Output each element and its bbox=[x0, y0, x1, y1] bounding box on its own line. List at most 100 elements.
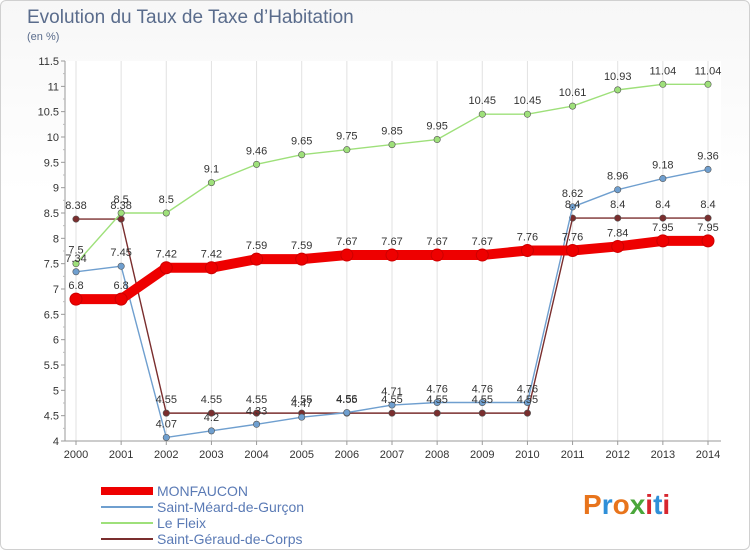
data-point bbox=[162, 433, 170, 441]
data-label: 8.4 bbox=[700, 199, 715, 211]
data-point bbox=[72, 268, 80, 276]
data-point bbox=[385, 248, 399, 262]
y-tick-label: 6.5 bbox=[44, 309, 59, 321]
data-point bbox=[117, 215, 125, 223]
data-point bbox=[430, 248, 444, 262]
data-point bbox=[117, 209, 125, 217]
legend-label: Saint-Géraud-de-Corps bbox=[157, 531, 303, 547]
data-label: 8.62 bbox=[562, 188, 583, 200]
data-label: 9.1 bbox=[204, 164, 219, 176]
data-point bbox=[207, 427, 215, 435]
data-point bbox=[566, 243, 580, 257]
data-point bbox=[614, 214, 622, 222]
data-label: 8.38 bbox=[65, 200, 86, 212]
data-label: 7.34 bbox=[65, 253, 86, 265]
data-point bbox=[298, 151, 306, 159]
x-tick-label: 2005 bbox=[289, 449, 313, 461]
x-tick-label: 2013 bbox=[651, 449, 675, 461]
y-tick-label: 10.5 bbox=[38, 107, 59, 119]
data-point bbox=[388, 141, 396, 149]
data-label: 7.67 bbox=[336, 236, 357, 248]
logo-letter: t bbox=[653, 489, 663, 520]
data-point bbox=[72, 215, 80, 223]
data-point bbox=[659, 214, 667, 222]
logo-letter: x bbox=[629, 489, 646, 520]
unit-label: (en %) bbox=[27, 31, 60, 43]
y-tick-label: 4.5 bbox=[44, 411, 59, 423]
y-tick-label: 11 bbox=[48, 81, 59, 93]
legend-label: Saint-Méard-de-Gurçon bbox=[157, 499, 304, 515]
data-point bbox=[569, 203, 577, 211]
data-label: 4.76 bbox=[472, 383, 493, 395]
logo-letter: i bbox=[662, 489, 671, 520]
y-tick-label: 5.5 bbox=[44, 360, 59, 372]
x-tick-label: 2000 bbox=[64, 449, 88, 461]
data-point bbox=[656, 234, 670, 248]
data-label: 4.07 bbox=[156, 418, 177, 430]
data-point bbox=[614, 186, 622, 194]
data-point bbox=[478, 110, 486, 118]
data-label: 10.93 bbox=[604, 71, 632, 83]
data-label: 8.5 bbox=[159, 194, 174, 206]
y-tick-label: 9 bbox=[53, 183, 59, 195]
x-tick-label: 2002 bbox=[154, 449, 178, 461]
y-tick-label: 8.5 bbox=[44, 208, 59, 220]
data-label: 9.85 bbox=[381, 126, 402, 138]
data-label: 7.95 bbox=[652, 222, 673, 234]
y-tick-label: 7 bbox=[53, 284, 59, 296]
data-point bbox=[659, 80, 667, 88]
y-tick-label: 6 bbox=[53, 335, 59, 347]
data-point bbox=[701, 234, 715, 248]
data-label: 4.55 bbox=[472, 394, 493, 406]
data-label: 6.8 bbox=[68, 280, 83, 292]
y-tick-label: 5 bbox=[53, 385, 59, 397]
data-label: 6.8 bbox=[113, 280, 128, 292]
x-tick-label: 2006 bbox=[335, 449, 359, 461]
data-label: 7.42 bbox=[201, 249, 222, 261]
data-label: 9.95 bbox=[426, 121, 447, 133]
data-label: 7.67 bbox=[426, 236, 447, 248]
y-tick-label: 8 bbox=[53, 233, 59, 245]
data-point bbox=[611, 239, 625, 253]
data-point bbox=[207, 409, 215, 417]
data-point bbox=[523, 398, 531, 406]
data-label: 8.4 bbox=[565, 199, 580, 211]
data-point bbox=[475, 248, 489, 262]
data-label: 10.61 bbox=[559, 87, 587, 99]
data-label: 4.55 bbox=[336, 394, 357, 406]
data-point bbox=[204, 261, 218, 275]
data-point bbox=[162, 409, 170, 417]
data-label: 7.76 bbox=[517, 231, 538, 243]
data-point bbox=[523, 110, 531, 118]
data-label: 7.42 bbox=[156, 249, 177, 261]
legend-label: Le Fleix bbox=[157, 515, 206, 531]
legend-label: MONFAUCON bbox=[157, 483, 248, 499]
data-point bbox=[114, 292, 128, 306]
data-point bbox=[704, 80, 712, 88]
x-tick-label: 2001 bbox=[109, 449, 133, 461]
data-label: 7.67 bbox=[381, 236, 402, 248]
data-label: 8.4 bbox=[655, 199, 670, 211]
x-tick-label: 2009 bbox=[470, 449, 494, 461]
data-point bbox=[478, 409, 486, 417]
y-tick-label: 4 bbox=[53, 436, 59, 448]
data-label: 8.38 bbox=[110, 200, 131, 212]
y-tick-label: 7.5 bbox=[44, 259, 59, 271]
data-point bbox=[433, 136, 441, 144]
x-tick-label: 2010 bbox=[515, 449, 539, 461]
logo-letter: r bbox=[601, 489, 613, 520]
data-label: 9.46 bbox=[246, 145, 267, 157]
data-point bbox=[343, 409, 351, 417]
data-label: 7.5 bbox=[68, 245, 83, 257]
data-label: 7.59 bbox=[246, 240, 267, 252]
data-label: 9.36 bbox=[697, 150, 718, 162]
data-label: 11.04 bbox=[695, 65, 722, 77]
logo-letter: o bbox=[612, 489, 630, 520]
data-label: 8.96 bbox=[607, 171, 628, 183]
data-point bbox=[117, 262, 125, 270]
data-point bbox=[253, 409, 261, 417]
data-label: 4.56 bbox=[336, 394, 357, 406]
data-point bbox=[433, 398, 441, 406]
data-label: 4.55 bbox=[201, 394, 222, 406]
